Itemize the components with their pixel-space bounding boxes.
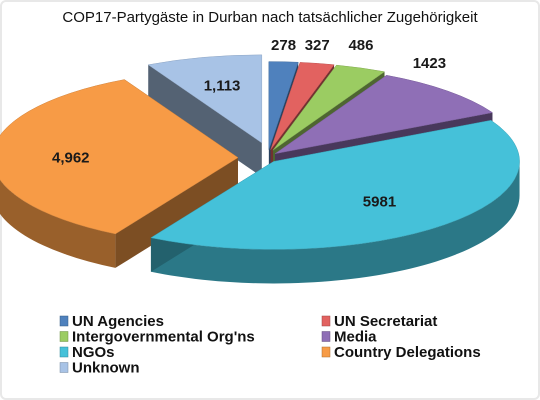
legend-item: Intergovernmental Org'ns <box>59 329 255 346</box>
legend-swatch <box>59 362 69 373</box>
slice-top <box>270 62 335 150</box>
slice-top <box>274 75 494 154</box>
value-label: 4,962 <box>52 149 90 166</box>
legend-swatch <box>321 346 331 358</box>
slice-top <box>272 64 386 151</box>
legend-swatch <box>59 331 69 342</box>
legend-label: Intergovernmental Org'ns <box>72 329 255 346</box>
legend: UN Agencies UN Secretariat Intergovernment… <box>59 313 481 377</box>
legend-swatch <box>59 315 69 327</box>
chart-title: COP17-Partygäste in Durban nach tatsächl… <box>62 9 478 26</box>
legend-swatch <box>321 315 331 327</box>
legend-label: UN Agencies <box>72 313 164 330</box>
slice-ngos <box>150 120 520 284</box>
legend-label: Unknown <box>72 360 140 377</box>
slice-country-delegations <box>0 79 239 268</box>
value-label: 327 <box>305 37 330 54</box>
value-label: 486 <box>348 37 373 54</box>
slice-unknown <box>147 54 263 177</box>
legend-label: Media <box>334 329 377 346</box>
legend-label: Country Delegations <box>334 344 481 361</box>
legend-item: UN Secretariat <box>321 313 437 330</box>
legend-item: Unknown <box>59 360 140 377</box>
legend-item: NGOs <box>59 344 115 361</box>
pie-area: 278 327 486 1423 5981 4,962 1,113 <box>0 37 520 284</box>
slice-top <box>0 79 239 235</box>
slice-wall <box>115 157 239 268</box>
legend-label: UN Secretariat <box>334 313 437 330</box>
legend-item: Media <box>321 329 377 346</box>
legend-item: UN Agencies <box>59 313 164 330</box>
slice-top <box>150 120 520 250</box>
value-label: 1,113 <box>204 78 241 95</box>
legend-label: NGOs <box>72 344 115 361</box>
value-label: 5981 <box>363 194 396 211</box>
legend-swatch <box>59 346 69 358</box>
legend-item: Country Delegations <box>321 344 481 361</box>
slice-wall <box>148 64 262 177</box>
slice-side <box>150 161 520 284</box>
value-label: 278 <box>271 37 296 54</box>
value-label: 1423 <box>413 55 446 72</box>
slice-side <box>0 179 116 268</box>
slice-top <box>268 61 299 150</box>
legend-swatch <box>321 331 331 342</box>
slice-top <box>147 54 263 144</box>
